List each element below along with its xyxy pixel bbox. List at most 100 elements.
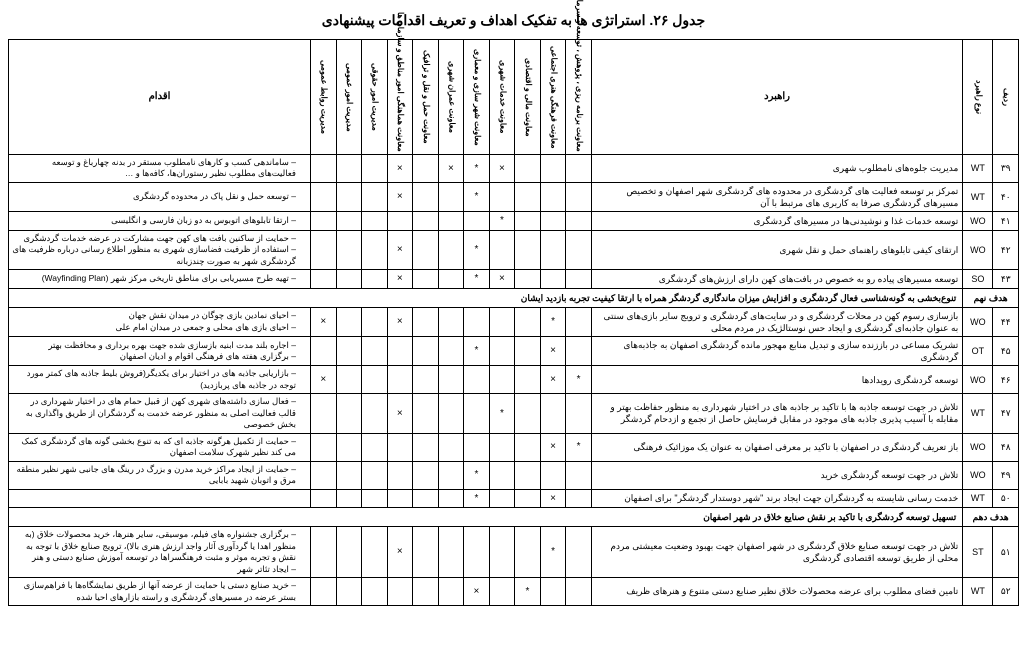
table-row: ۵۲WTتامین فضای مطلوب برای عرضه محصولات خ…: [9, 578, 1019, 606]
dep-mark: *: [540, 527, 566, 578]
row-num: ۴۲: [993, 230, 1019, 269]
dep-mark: [336, 527, 362, 578]
dep-mark: [438, 461, 464, 489]
dep-mark: [438, 212, 464, 231]
dep-mark: [413, 155, 439, 183]
action-cell: [9, 489, 311, 508]
row-num: ۴۸: [993, 433, 1019, 461]
dep-mark: *: [540, 307, 566, 336]
dep-mark: [387, 212, 413, 231]
action-item: تهیه طرح مسیریابی برای مناطق تاریخی مرکز…: [12, 273, 296, 284]
dep-mark: [413, 578, 439, 606]
dep-mark: [310, 155, 336, 183]
dep-mark: [413, 461, 439, 489]
row-num: ۳۹: [993, 155, 1019, 183]
dep-mark: [387, 489, 413, 508]
dep-mark: [438, 270, 464, 289]
action-item: خرید صنایع دستی یا حمایت از عرضه آنها از…: [12, 580, 296, 603]
dep-mark: [362, 337, 388, 366]
hdr-dep-8: مدیریت امور حقوقی: [362, 40, 388, 155]
dep-mark: [489, 366, 515, 394]
dep-mark: [489, 527, 515, 578]
hdr-dep-7: معاونت هماهنگی امور مناطق و سازمان ها: [387, 40, 413, 155]
row-type: WT: [963, 155, 993, 183]
action-item: حمایت از ایجاد مراکز خرید مدرن و بزرگ در…: [12, 464, 296, 487]
dep-mark: [515, 366, 541, 394]
row-strategy: مدیریت جلوه‌های نامطلوب شهری: [591, 155, 962, 183]
dep-mark: [438, 489, 464, 508]
action-item: حمایت از تکمیل هرگونه جاذبه ای که به تنو…: [12, 436, 296, 459]
action-cell: ارتقا تابلوهای اتوبوس به دو زبان فارسی و…: [9, 212, 311, 231]
dep-mark: [566, 307, 592, 336]
action-item: استفاده از ظرفیت فضاسازی شهری به منظور ا…: [12, 244, 296, 267]
table-title: جدول ۲۶. استراتژی ها به تفکیک اهداف و تع…: [8, 12, 1019, 29]
dep-mark: *: [464, 337, 490, 366]
hdr-dep-0: معاونت برنامه ریزی ، پژوهش ، توسعه و سرم…: [566, 40, 592, 155]
dep-mark: ×: [387, 527, 413, 578]
dep-mark: [362, 461, 388, 489]
action-cell: خرید صنایع دستی یا حمایت از عرضه آنها از…: [9, 578, 311, 606]
row-strategy: تمرکز بر توسعه فعالیت های گردشگری در محد…: [591, 182, 962, 211]
dep-mark: [515, 182, 541, 211]
dep-mark: [413, 270, 439, 289]
action-item: برگزاری هفته های فرهنگی اقوام و ادیان اص…: [12, 351, 296, 362]
row-num: ۴۴: [993, 307, 1019, 336]
dep-mark: [515, 337, 541, 366]
dep-mark: [464, 366, 490, 394]
hdr-dep-1: معاونت فرهنگی هنری اجتماعی: [540, 40, 566, 155]
dep-mark: [515, 270, 541, 289]
table-row: ۴۸WOباز تعریف گردشگری در اصفهان با تاکید…: [9, 433, 1019, 461]
dep-mark: *: [464, 461, 490, 489]
dep-mark: ×: [540, 489, 566, 508]
action-cell: حمایت از ساکنین بافت های کهن جهت مشارکت …: [9, 230, 311, 269]
row-strategy: تامین فضای مطلوب برای عرضه محصولات خلاق …: [591, 578, 962, 606]
dep-mark: [362, 433, 388, 461]
dep-mark: [540, 270, 566, 289]
dep-mark: [489, 307, 515, 336]
dep-mark: [566, 155, 592, 183]
table-row: ۴۱WOتوسعه خدمات غذا و نوشیدنی‌ها در مسیر…: [9, 212, 1019, 231]
dep-mark: [566, 461, 592, 489]
dep-mark: [362, 212, 388, 231]
dep-mark: [413, 366, 439, 394]
table-row: ۴۳SOتوسعه مسیرهای پیاده رو به خصوص در با…: [9, 270, 1019, 289]
action-cell: بازاریابی جاذبه های در اختیار برای یکدیگ…: [9, 366, 311, 394]
dep-mark: [310, 337, 336, 366]
dep-mark: [540, 155, 566, 183]
table-row: ۳۹WTمدیریت جلوه‌های نامطلوب شهری×*××ساما…: [9, 155, 1019, 183]
dep-mark: [515, 307, 541, 336]
table-row: ۴۷WTتلاش در جهت توسعه جاذبه ها با تاکید …: [9, 394, 1019, 433]
table-row: ۴۵OTتشریک مساعی در باززنده سازی و تبدیل …: [9, 337, 1019, 366]
dep-mark: ×: [438, 155, 464, 183]
goal-label: هدف نهم: [963, 288, 1019, 307]
row-strategy: تشریک مساعی در باززنده سازی و تبدیل مناب…: [591, 337, 962, 366]
action-item: برگزاری جشنواره های فیلم، موسیقی، سایر ه…: [12, 529, 296, 563]
dep-mark: *: [464, 155, 490, 183]
action-cell: حمایت از تکمیل هرگونه جاذبه ای که به تنو…: [9, 433, 311, 461]
hdr-dep-6: معاونت حمل و نقل و ترافیک: [413, 40, 439, 155]
row-strategy: ارتقای کیفی تابلوهای راهنمای حمل و نقل ش…: [591, 230, 962, 269]
dep-mark: [310, 578, 336, 606]
action-item: حمایت از ساکنین بافت های کهن جهت مشارکت …: [12, 233, 296, 244]
action-item: بازاریابی جاذبه های در اختیار برای یکدیگ…: [12, 368, 296, 391]
dep-mark: [566, 578, 592, 606]
strategy-table: ردیف نوع راهبرد راهبرد معاونت برنامه ریز…: [8, 39, 1019, 606]
dep-mark: [438, 337, 464, 366]
table-row: ۴۰WTتمرکز بر توسعه فعالیت های گردشگری در…: [9, 182, 1019, 211]
dep-mark: ×: [387, 270, 413, 289]
table-row: ۴۶WOتوسعه گردشگری رویدادها*××بازاریابی ج…: [9, 366, 1019, 394]
dep-mark: [413, 394, 439, 433]
dep-mark: [489, 578, 515, 606]
dep-mark: [362, 182, 388, 211]
dep-mark: [387, 337, 413, 366]
dep-mark: [515, 394, 541, 433]
dep-mark: [413, 182, 439, 211]
dep-mark: ×: [489, 155, 515, 183]
dep-mark: [336, 461, 362, 489]
header-row: ردیف نوع راهبرد راهبرد معاونت برنامه ریز…: [9, 40, 1019, 155]
row-strategy: تلاش در جهت توسعه صنایع خلاق گردشگری در …: [591, 527, 962, 578]
dep-mark: [489, 433, 515, 461]
dep-mark: [464, 212, 490, 231]
dep-mark: [387, 366, 413, 394]
dep-mark: [515, 461, 541, 489]
